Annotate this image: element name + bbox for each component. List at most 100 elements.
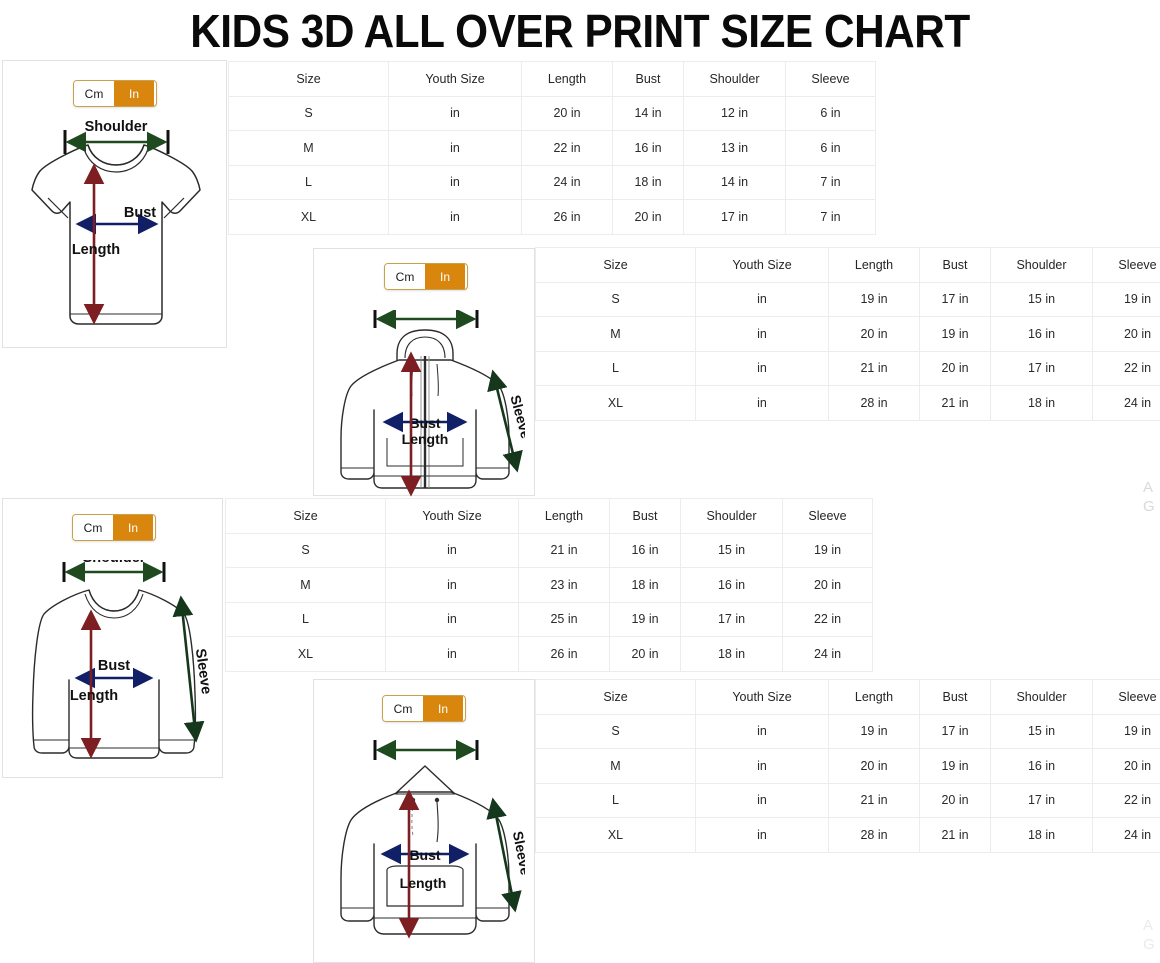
- label-shoulder: Shoulder: [396, 740, 457, 743]
- cell-sleeve: 22 in: [782, 601, 873, 637]
- cell-bust: 14 in: [612, 95, 684, 131]
- label-shoulder: Shoulder: [85, 119, 148, 135]
- unit-toggle-in[interactable]: In: [114, 81, 154, 106]
- cell-sleeve: 7 in: [785, 199, 876, 235]
- th-length: Length: [521, 61, 613, 97]
- cell-length: 22 in: [521, 130, 613, 166]
- table-row: M in 23 in 18 in 16 in 20 in: [225, 567, 873, 603]
- cell-youth: in: [385, 601, 519, 637]
- cell-bust: 16 in: [609, 532, 681, 568]
- cell-length: 26 in: [518, 636, 610, 672]
- edge-watermark-line2: G: [1143, 498, 1155, 515]
- cell-length: 24 in: [521, 164, 613, 200]
- cell-size: S: [535, 713, 696, 749]
- th-youth: Youth Size: [385, 498, 519, 534]
- cell-bust: 18 in: [612, 164, 684, 200]
- unit-toggle-long-sleeve[interactable]: Cm In: [72, 514, 156, 541]
- size-table-zip-hoodie: Size Youth Size Length Bust Shoulder Sle…: [535, 247, 1160, 421]
- size-table-tshirt: Size Youth Size Length Bust Shoulder Sle…: [228, 61, 876, 235]
- unit-toggle-zip-hoodie[interactable]: Cm In: [384, 263, 468, 290]
- cell-youth: in: [388, 130, 522, 166]
- cell-shoulder: 13 in: [683, 130, 786, 166]
- page-title: KIDS 3D ALL OVER PRINT SIZE CHART: [190, 5, 970, 57]
- cell-size: L: [535, 782, 696, 818]
- th-size: Size: [535, 679, 696, 715]
- unit-toggle-cm[interactable]: Cm: [383, 696, 423, 721]
- unit-toggle-in[interactable]: In: [113, 515, 153, 540]
- cell-sleeve: 20 in: [1092, 316, 1160, 352]
- cell-size: XL: [535, 385, 696, 421]
- cell-length: 28 in: [828, 385, 920, 421]
- cell-shoulder: 14 in: [683, 164, 786, 200]
- table-row: L in 21 in 20 in 17 in 22 in: [535, 350, 1160, 386]
- edge-watermark-line1: A: [1143, 479, 1154, 496]
- table-row: XL in 26 in 20 in 17 in 7 in: [228, 199, 876, 235]
- table-row: XL in 26 in 20 in 18 in 24 in: [225, 636, 873, 672]
- th-sleeve: Sleeve: [782, 498, 873, 534]
- cell-sleeve: 22 in: [1092, 782, 1160, 818]
- cell-youth: in: [695, 281, 829, 317]
- cell-size: M: [535, 748, 696, 784]
- cell-sleeve: 19 in: [1092, 281, 1160, 317]
- cell-length: 21 in: [828, 782, 920, 818]
- table-row: S in 19 in 17 in 15 in 19 in: [535, 281, 1160, 317]
- unit-toggle-tshirt[interactable]: Cm In: [73, 80, 157, 107]
- cell-size: L: [535, 350, 696, 386]
- cell-sleeve: 24 in: [782, 636, 873, 672]
- cell-sleeve: 24 in: [1092, 817, 1160, 853]
- cell-youth: in: [385, 567, 519, 603]
- cell-size: XL: [225, 636, 386, 672]
- table-row: L in 21 in 20 in 17 in 22 in: [535, 782, 1160, 818]
- cell-sleeve: 22 in: [1092, 350, 1160, 386]
- label-shoulder: Shoulder: [83, 560, 146, 566]
- unit-toggle-in[interactable]: In: [423, 696, 463, 721]
- th-bust: Bust: [609, 498, 681, 534]
- unit-toggle-pullover-hoodie[interactable]: Cm In: [382, 695, 466, 722]
- cell-youth: in: [388, 95, 522, 131]
- cell-size: XL: [535, 817, 696, 853]
- cell-shoulder: 16 in: [990, 748, 1093, 784]
- cell-youth: in: [695, 385, 829, 421]
- garment-diagram-zip-up-hoodie: Shoulder Bust Length Sleeve: [340, 310, 525, 497]
- edge-watermark-top: A G: [1143, 478, 1160, 516]
- cell-sleeve: 19 in: [782, 532, 873, 568]
- unit-toggle-cm[interactable]: Cm: [74, 81, 114, 106]
- cell-sleeve: 6 in: [785, 95, 876, 131]
- table-row: L in 25 in 19 in 17 in 22 in: [225, 601, 873, 637]
- cell-size: S: [535, 281, 696, 317]
- cell-shoulder: 18 in: [990, 817, 1093, 853]
- cell-youth: in: [695, 713, 829, 749]
- cell-length: 20 in: [828, 316, 920, 352]
- table-row: S in 20 in 14 in 12 in 6 in: [228, 95, 876, 131]
- unit-toggle-cm[interactable]: Cm: [385, 264, 425, 289]
- cell-length: 21 in: [828, 350, 920, 386]
- cell-shoulder: 15 in: [990, 281, 1093, 317]
- th-youth: Youth Size: [695, 679, 829, 715]
- cell-bust: 16 in: [612, 130, 684, 166]
- cell-bust: 17 in: [919, 281, 991, 317]
- cell-size: M: [228, 130, 389, 166]
- cell-shoulder: 17 in: [680, 601, 783, 637]
- table-row: XL in 28 in 21 in 18 in 24 in: [535, 817, 1160, 853]
- edge-watermark-line1: A: [1143, 917, 1154, 934]
- cell-bust: 21 in: [919, 385, 991, 421]
- cell-bust: 17 in: [919, 713, 991, 749]
- unit-toggle-in[interactable]: In: [425, 264, 465, 289]
- th-length: Length: [518, 498, 610, 534]
- th-sleeve: Sleeve: [785, 61, 876, 97]
- garment-diagram-long-sleeve-shirt: Shoulder Bust Length Sleeve: [31, 560, 214, 759]
- cell-size: L: [228, 164, 389, 200]
- th-shoulder: Shoulder: [680, 498, 783, 534]
- unit-toggle-cm[interactable]: Cm: [73, 515, 113, 540]
- cell-bust: 20 in: [919, 350, 991, 386]
- edge-watermark-line2: G: [1143, 936, 1155, 953]
- cell-size: M: [225, 567, 386, 603]
- th-youth: Youth Size: [695, 247, 829, 283]
- table-row: XL in 28 in 21 in 18 in 24 in: [535, 385, 1160, 421]
- cell-size: S: [228, 95, 389, 131]
- th-bust: Bust: [612, 61, 684, 97]
- cell-bust: 20 in: [612, 199, 684, 235]
- cell-sleeve: 19 in: [1092, 713, 1160, 749]
- cell-length: 23 in: [518, 567, 610, 603]
- cell-sleeve: 20 in: [1092, 748, 1160, 784]
